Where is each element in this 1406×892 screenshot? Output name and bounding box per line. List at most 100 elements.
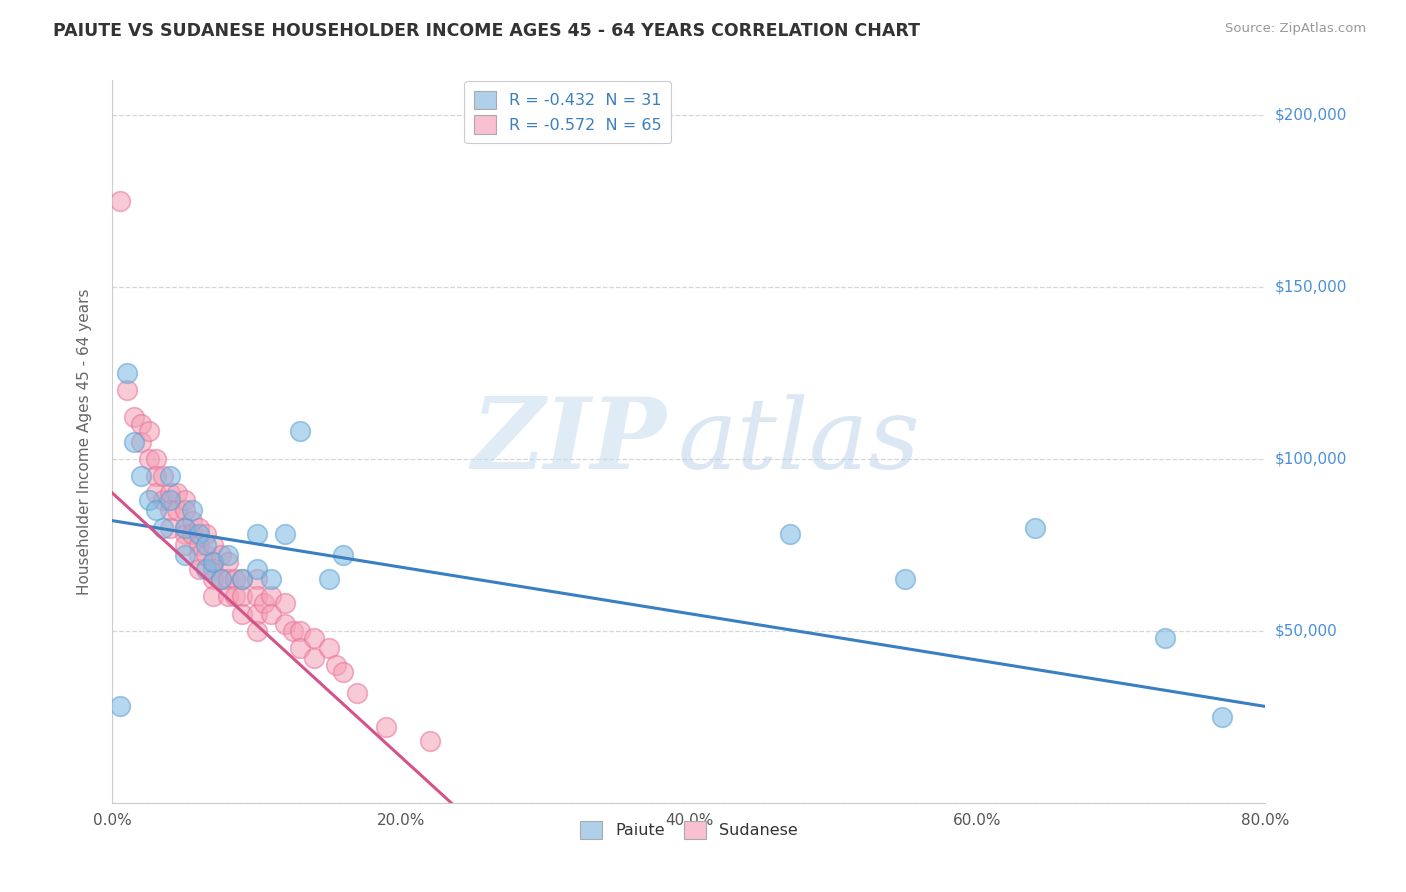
Point [224,572,246,586]
Point [195,538,218,552]
Point [152,469,174,483]
Point [159,503,181,517]
Point [173,520,195,534]
Point [188,548,211,562]
Point [1211,710,1233,724]
Point [145,469,167,483]
Y-axis label: Householder Income Ages 45 - 64 years: Householder Income Ages 45 - 64 years [77,288,91,595]
Point [274,616,297,631]
Point [180,514,202,528]
Point [129,417,153,432]
Point [209,572,232,586]
Point [332,665,354,679]
Point [274,596,297,610]
Point [188,527,211,541]
Point [419,734,441,748]
Point [180,527,202,541]
Point [115,366,138,380]
Point [246,624,269,638]
Text: $100,000: $100,000 [1275,451,1347,467]
Point [122,410,145,425]
Point [231,607,253,621]
Text: $200,000: $200,000 [1275,107,1347,122]
Point [217,555,239,569]
Point [122,434,145,449]
Point [246,607,269,621]
Point [209,572,232,586]
Point [260,590,283,604]
Point [260,607,283,621]
Point [138,424,160,438]
Point [246,590,269,604]
Point [246,572,269,586]
Point [1153,631,1175,645]
Point [166,486,188,500]
Point [173,503,195,517]
Point [1024,520,1046,534]
Point [375,720,398,734]
Point [274,527,297,541]
Point [152,493,174,508]
Point [173,493,195,508]
Text: ZIP: ZIP [471,393,666,490]
Point [217,572,239,586]
Point [260,572,283,586]
Point [195,562,218,576]
Point [894,572,917,586]
Point [129,469,153,483]
Legend: Paiute, Sudanese: Paiute, Sudanese [574,814,804,846]
Point [108,194,131,208]
Point [202,572,225,586]
Point [202,538,225,552]
Point [318,572,340,586]
Point [166,503,188,517]
Point [246,562,269,576]
Point [138,493,160,508]
Point [129,434,153,449]
Point [180,503,202,517]
Point [304,631,326,645]
Text: $50,000: $50,000 [1275,624,1337,639]
Point [217,548,239,562]
Text: $150,000: $150,000 [1275,279,1347,294]
Point [288,640,311,655]
Point [173,548,195,562]
Point [304,651,326,665]
Point [173,527,195,541]
Point [159,469,181,483]
Point [188,520,211,534]
Point [173,538,195,552]
Point [779,527,801,541]
Point [202,555,225,569]
Point [231,572,253,586]
Point [202,555,225,569]
Point [115,383,138,397]
Text: PAIUTE VS SUDANESE HOUSEHOLDER INCOME AGES 45 - 64 YEARS CORRELATION CHART: PAIUTE VS SUDANESE HOUSEHOLDER INCOME AG… [53,22,921,40]
Point [325,658,347,673]
Point [195,527,218,541]
Point [231,590,253,604]
Point [145,503,167,517]
Point [202,590,225,604]
Text: Source: ZipAtlas.com: Source: ZipAtlas.com [1226,22,1367,36]
Point [217,590,239,604]
Point [246,527,269,541]
Point [318,640,340,655]
Point [288,624,311,638]
Point [188,562,211,576]
Text: atlas: atlas [678,394,920,489]
Point [173,520,195,534]
Point [159,486,181,500]
Point [332,548,354,562]
Point [209,548,232,562]
Point [145,451,167,466]
Point [224,590,246,604]
Point [281,624,304,638]
Point [145,486,167,500]
Point [152,520,174,534]
Point [202,562,225,576]
Point [188,538,211,552]
Point [159,493,181,508]
Point [159,520,181,534]
Point [195,548,218,562]
